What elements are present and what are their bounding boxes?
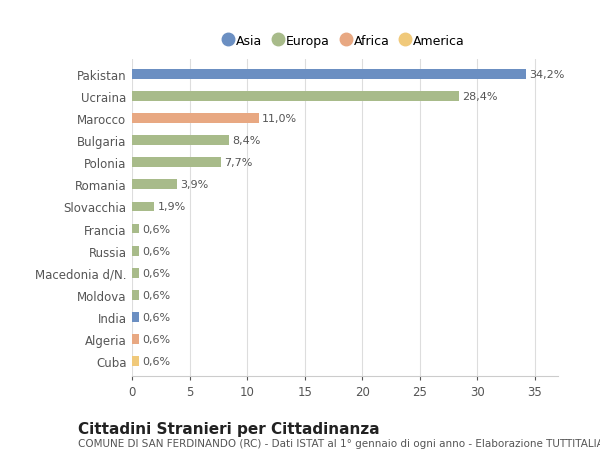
Text: 34,2%: 34,2%: [529, 70, 565, 80]
Text: 7,7%: 7,7%: [224, 158, 253, 168]
Bar: [132, 136, 229, 146]
Bar: [132, 202, 154, 212]
Legend: Asia, Europa, Africa, America: Asia, Europa, Africa, America: [221, 31, 469, 51]
Bar: [132, 246, 139, 256]
Text: 0,6%: 0,6%: [142, 312, 170, 322]
Bar: [132, 158, 221, 168]
Bar: [132, 334, 139, 344]
Text: 0,6%: 0,6%: [142, 224, 170, 234]
Text: 11,0%: 11,0%: [262, 114, 297, 124]
Text: 1,9%: 1,9%: [157, 202, 185, 212]
Bar: [132, 290, 139, 300]
Text: 3,9%: 3,9%: [181, 180, 209, 190]
Text: 0,6%: 0,6%: [142, 268, 170, 278]
Bar: [132, 268, 139, 278]
Bar: [132, 356, 139, 366]
Bar: [132, 70, 526, 80]
Bar: [132, 92, 459, 102]
Text: Cittadini Stranieri per Cittadinanza: Cittadini Stranieri per Cittadinanza: [78, 421, 380, 437]
Bar: [132, 114, 259, 124]
Text: 8,4%: 8,4%: [232, 136, 260, 146]
Bar: [132, 312, 139, 322]
Text: 0,6%: 0,6%: [142, 290, 170, 300]
Text: 0,6%: 0,6%: [142, 334, 170, 344]
Bar: [132, 224, 139, 234]
Text: 0,6%: 0,6%: [142, 246, 170, 256]
Text: 28,4%: 28,4%: [463, 92, 498, 102]
Text: COMUNE DI SAN FERDINANDO (RC) - Dati ISTAT al 1° gennaio di ogni anno - Elaboraz: COMUNE DI SAN FERDINANDO (RC) - Dati IST…: [78, 438, 600, 448]
Text: 0,6%: 0,6%: [142, 356, 170, 366]
Bar: [132, 180, 177, 190]
